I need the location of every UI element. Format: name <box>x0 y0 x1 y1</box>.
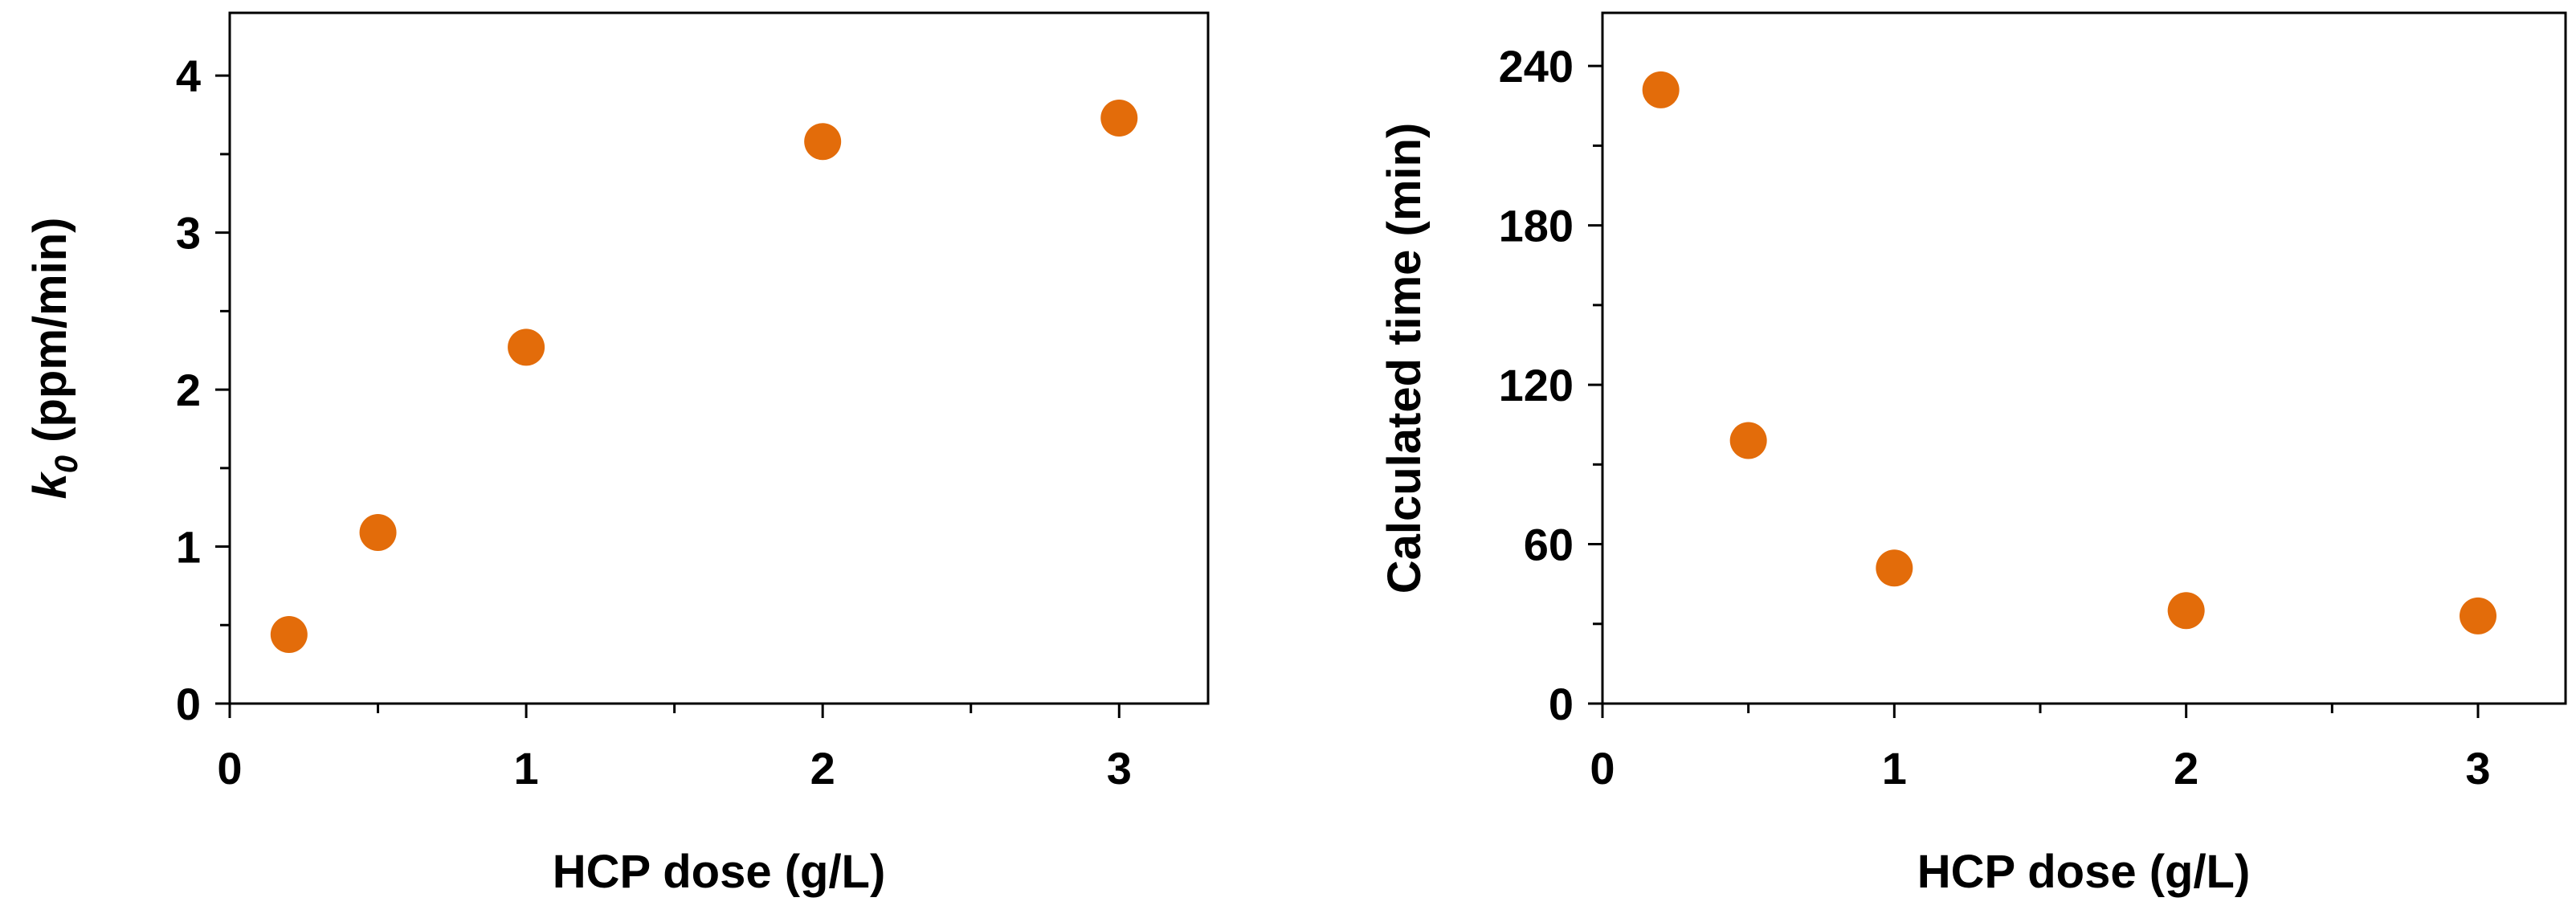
data-point-left-3 <box>804 123 842 161</box>
y-axis-title-right: Calculated time (min) <box>1378 123 1431 594</box>
y-axis-title-left-sub: 0 <box>49 455 84 473</box>
y-tick-label-left-0: 0 <box>176 679 201 729</box>
x-axis-title-left: HCP dose (g/L) <box>553 846 886 898</box>
points-left <box>270 99 1138 653</box>
points-right <box>1642 71 2496 634</box>
plot-frame-right <box>1601 11 2567 705</box>
x-tick-label-right-2: 2 <box>2174 743 2198 794</box>
data-point-left-0 <box>270 616 308 653</box>
ticks-left: 0 1 2 3 0 1 2 3 4 <box>176 51 1132 794</box>
ticks-right: 0 1 2 3 0 60 120 180 240 <box>1499 41 2491 794</box>
data-point-right-3 <box>2167 592 2205 630</box>
x-tick-label-left-1: 1 <box>514 743 539 794</box>
data-point-left-4 <box>1100 99 1138 137</box>
y-axis-title-left-rest: (ppm/min) <box>24 218 76 455</box>
data-point-left-1 <box>359 513 397 551</box>
chart-time-vs-dose: 0 1 2 3 0 60 120 180 240 HCP dose (g/L) Calculat… <box>1378 11 2567 898</box>
x-axis-title-right: HCP dose (g/L) <box>1917 846 2251 898</box>
y-tick-label-right-2: 120 <box>1499 360 1574 410</box>
data-point-left-2 <box>508 328 545 366</box>
y-tick-label-right-0: 0 <box>1549 679 1574 729</box>
y-axis-title-left: k0 (ppm/min) <box>24 218 84 500</box>
y-tick-label-left-3: 3 <box>176 208 201 259</box>
y-tick-label-right-3: 180 <box>1499 201 1574 251</box>
y-tick-label-right-1: 60 <box>1524 520 1574 570</box>
plot-frame-left <box>228 11 1210 705</box>
x-tick-label-right-1: 1 <box>1882 743 1907 794</box>
x-tick-label-right-3: 3 <box>2465 743 2490 794</box>
x-tick-label-left-2: 2 <box>810 743 835 794</box>
data-point-right-2 <box>1876 549 1913 587</box>
y-tick-label-left-4: 4 <box>176 51 201 101</box>
x-tick-label-right-0: 0 <box>1590 743 1615 794</box>
x-tick-label-left-0: 0 <box>217 743 242 794</box>
y-tick-label-left-2: 2 <box>176 365 201 415</box>
data-point-right-0 <box>1642 71 1680 108</box>
y-tick-label-left-1: 1 <box>176 522 201 573</box>
x-tick-label-left-3: 3 <box>1107 743 1132 794</box>
data-point-right-4 <box>2460 597 2496 634</box>
y-tick-label-right-4: 240 <box>1499 41 1574 92</box>
data-point-right-1 <box>1729 422 1767 459</box>
y-axis-title-left-main: k <box>24 471 76 499</box>
